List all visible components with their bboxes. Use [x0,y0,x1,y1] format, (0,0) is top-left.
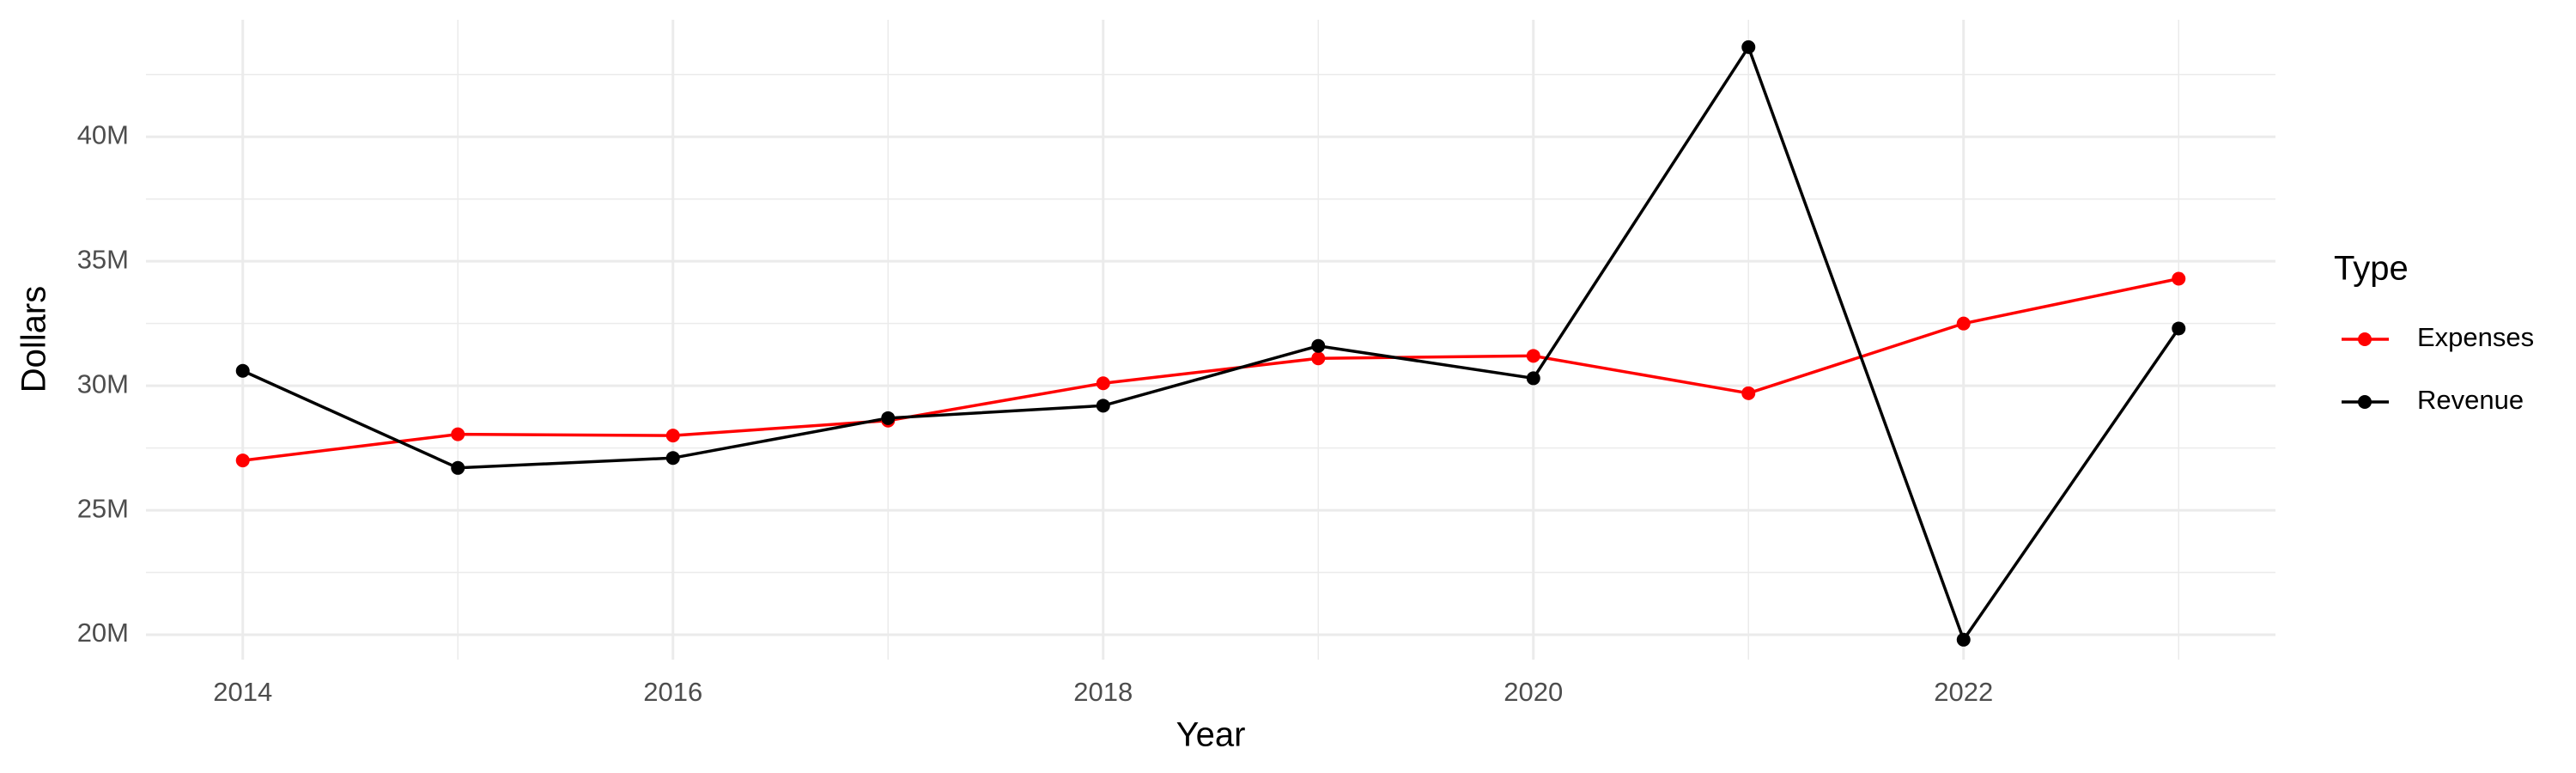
legend-title: Type [2334,250,2409,288]
data-point [451,460,465,475]
legend-point [2358,395,2372,409]
x-axis-title: Year [1176,716,1246,754]
data-point [235,363,250,378]
data-point [1096,376,1110,391]
x-tick-label: 2022 [1934,677,1993,707]
y-tick-label: 30M [77,368,129,399]
y-tick-label: 20M [77,618,129,648]
data-point [1311,351,1326,366]
legend-label: Revenue [2417,385,2524,415]
x-tick-label: 2020 [1504,677,1563,707]
data-point [1741,386,1756,400]
x-tick-label: 2016 [643,677,702,707]
data-point [665,429,680,443]
legend-label: Expenses [2417,322,2534,352]
data-point [1526,349,1540,363]
data-point [1956,632,1971,647]
y-tick-label: 35M [77,244,129,274]
data-point [881,411,896,425]
data-point [1311,338,1326,353]
legend-point [2358,332,2372,346]
data-point [665,451,680,466]
y-axis-title: Dollars [15,286,53,393]
series-line [242,277,2179,462]
grid [146,20,2275,660]
series-line [242,43,2180,643]
data-point [451,427,465,441]
data-point [235,453,250,468]
data-point [1956,316,1971,331]
x-tick-label: 2014 [213,677,272,707]
data-point [1096,399,1110,413]
data-point [1526,371,1540,386]
y-tick-label: 25M [77,493,129,523]
data-point [1741,40,1756,54]
data-point [2172,321,2186,336]
x-tick-label: 2018 [1073,677,1133,707]
y-tick-label: 40M [77,119,129,149]
data-point [2172,271,2186,286]
